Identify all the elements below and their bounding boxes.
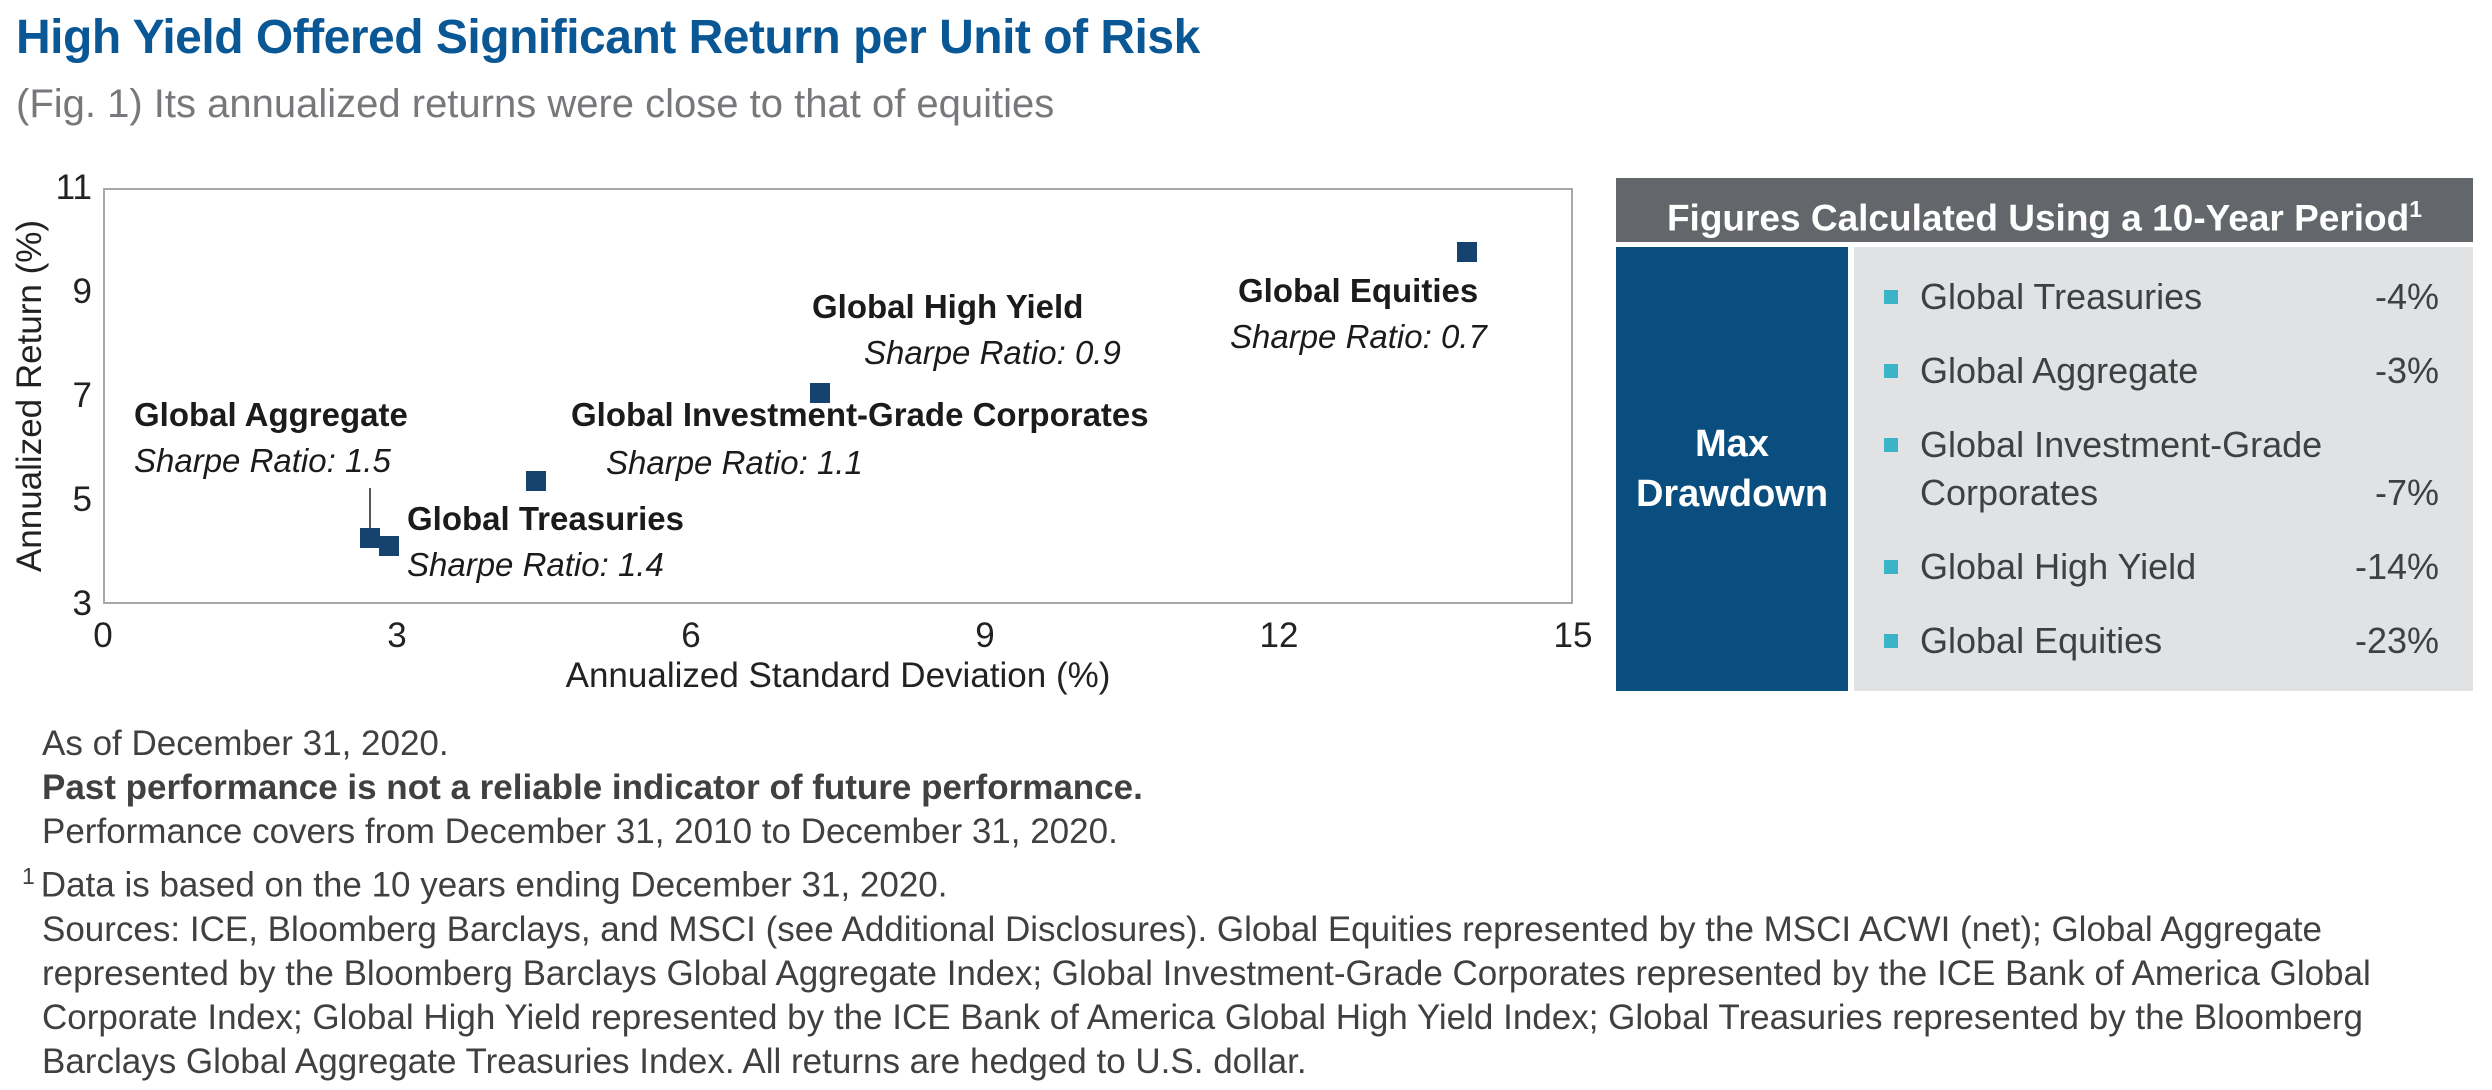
page-subtitle: (Fig. 1) Its annualized returns were clo… bbox=[16, 82, 1055, 126]
point-label-global-high-yield: Global High Yield bbox=[812, 288, 1084, 325]
max-drawdown-panel: Figures Calculated Using a 10-Year Perio… bbox=[1616, 178, 2473, 691]
drawdown-row-value: -4% bbox=[2374, 276, 2439, 317]
x-tick-label: 9 bbox=[975, 616, 995, 655]
point-label-global-aggregate: Global Aggregate bbox=[134, 396, 408, 433]
bullet-square-icon bbox=[1884, 634, 1898, 648]
point-sharpe-global-investment-grade-corporates: Sharpe Ratio: 1.1 bbox=[606, 444, 863, 481]
max-drawdown-cell: Max Drawdown bbox=[1616, 247, 1848, 691]
drawdown-row-value: -14% bbox=[2354, 546, 2439, 587]
data-point-global-investment-grade-corporates bbox=[526, 471, 547, 492]
max-drawdown-list: Global Treasuries -4% Global Aggregate -3% G… bbox=[1854, 247, 2473, 691]
point-label-global-investment-grade-corporates: Global Investment-Grade Corporates bbox=[571, 396, 1149, 433]
drawdown-row-label: Global Aggregate bbox=[1920, 350, 2199, 391]
footnote-1-marker: 1 bbox=[22, 863, 35, 889]
y-tick-label: 11 bbox=[55, 168, 92, 207]
footnotes: As of December 31, 2020. Past performanc… bbox=[22, 722, 2454, 1084]
drawdown-row-label: Global High Yield bbox=[1920, 546, 2197, 587]
bullet-square-icon bbox=[1884, 364, 1898, 378]
scatter-chart: Annualized Return (%) Global Aggregate Sh… bbox=[0, 0, 1616, 710]
drawdown-row-global-aggregate: Global Aggregate -3% bbox=[1884, 347, 2439, 395]
panel-body: Max Drawdown Global Treasuries -4% Global … bbox=[1616, 247, 2473, 691]
x-tick-label: 15 bbox=[1553, 616, 1593, 655]
data-point-global-treasuries bbox=[379, 536, 400, 557]
y-tick-label: 9 bbox=[72, 272, 92, 311]
footnote-1: 1 Data is based on the 10 years ending De… bbox=[22, 854, 2454, 908]
drawdown-row-global-high-yield: Global High Yield -14% bbox=[1884, 543, 2439, 591]
past-performance-note: Past performance is not a reliable indic… bbox=[42, 768, 1143, 807]
bullet-square-icon bbox=[1884, 438, 1898, 452]
x-tick-label: 3 bbox=[387, 616, 407, 655]
drawdown-row-value: -3% bbox=[2374, 350, 2439, 391]
as-of-note: As of December 31, 2020. bbox=[42, 724, 449, 763]
bullet-square-icon bbox=[1884, 290, 1898, 304]
drawdown-row-value: -7% bbox=[2374, 472, 2439, 513]
data-point-global-high-yield bbox=[810, 382, 831, 403]
drawdown-row-global-treasuries: Global Treasuries -4% bbox=[1884, 273, 2439, 321]
x-tick-label: 6 bbox=[681, 616, 701, 655]
data-point-global-equities bbox=[1457, 242, 1478, 263]
point-sharpe-global-aggregate: Sharpe Ratio: 1.5 bbox=[134, 442, 391, 479]
max-drawdown-label: Max Drawdown bbox=[1635, 423, 1829, 515]
leader-line-global-aggregate bbox=[369, 488, 371, 528]
y-tick-label: 3 bbox=[72, 584, 92, 623]
sources-note: Sources: ICE, Bloomberg Barclays, and MS… bbox=[42, 909, 2371, 1081]
drawdown-row-label: Global Equities bbox=[1920, 620, 2163, 661]
y-tick-label: 7 bbox=[72, 376, 92, 415]
bullet-square-icon bbox=[1884, 560, 1898, 574]
point-sharpe-global-treasuries: Sharpe Ratio: 1.4 bbox=[407, 546, 664, 583]
drawdown-row-label: Global Investment-Grade Corporates bbox=[1920, 424, 2323, 513]
point-label-global-equities: Global Equities bbox=[1238, 272, 1479, 309]
x-tick-label: 0 bbox=[93, 616, 113, 655]
panel-header-footnote-marker: 1 bbox=[2409, 196, 2423, 222]
drawdown-row-value: -23% bbox=[2354, 620, 2439, 661]
point-sharpe-global-high-yield: Sharpe Ratio: 0.9 bbox=[864, 334, 1121, 371]
panel-header: Figures Calculated Using a 10-Year Perio… bbox=[1616, 178, 2473, 242]
data-point-global-aggregate bbox=[359, 528, 380, 549]
panel-header-text: Figures Calculated Using a 10-Year Perio… bbox=[1666, 197, 2410, 239]
footnote-1-text: Data is based on the 10 years ending Dec… bbox=[40, 865, 948, 905]
drawdown-row-global-equities: Global Equities -23% bbox=[1884, 617, 2439, 665]
page-title: High Yield Offered Significant Return pe… bbox=[16, 11, 1200, 64]
drawdown-row-label: Global Treasuries bbox=[1920, 276, 2203, 317]
drawdown-row-global-investment-grade-corporates: Global Investment-Grade Corporates -7% bbox=[1884, 421, 2439, 517]
performance-period-note: Performance covers from December 31, 201… bbox=[42, 812, 1118, 851]
point-sharpe-global-equities: Sharpe Ratio: 0.7 bbox=[1230, 318, 1487, 355]
x-axis-label: Annualized Standard Deviation (%) bbox=[565, 656, 1111, 695]
point-label-global-treasuries: Global Treasuries bbox=[407, 500, 684, 537]
y-tick-label: 5 bbox=[72, 480, 92, 519]
plot-area: Global Aggregate Sharpe Ratio: 1.5 Global … bbox=[103, 188, 1573, 604]
x-tick-label: 12 bbox=[1259, 616, 1299, 655]
